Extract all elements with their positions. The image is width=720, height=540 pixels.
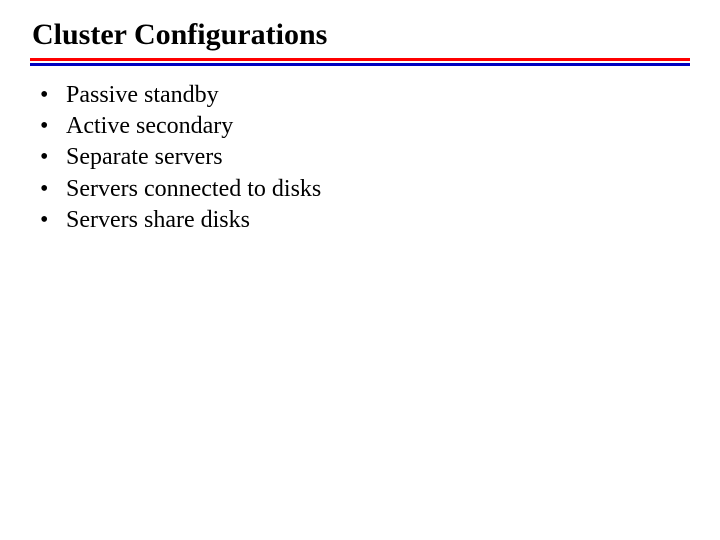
slide: Cluster Configurations • Passive standby… (0, 0, 720, 540)
bullet-text: Active secondary (66, 111, 690, 142)
bullet-text: Separate servers (66, 142, 690, 173)
bullet-marker-icon: • (36, 142, 66, 173)
list-item: • Separate servers (36, 142, 690, 173)
bullet-text: Passive standby (66, 80, 690, 111)
bullet-list: • Passive standby • Active secondary • S… (36, 80, 690, 236)
list-item: • Servers share disks (36, 205, 690, 236)
bullet-marker-icon: • (36, 205, 66, 236)
bullet-marker-icon: • (36, 111, 66, 142)
underline-blue-stripe (30, 63, 690, 66)
bullet-text: Servers share disks (66, 205, 690, 236)
list-item: • Active secondary (36, 111, 690, 142)
list-item: • Passive standby (36, 80, 690, 111)
list-item: • Servers connected to disks (36, 174, 690, 205)
bullet-marker-icon: • (36, 80, 66, 111)
title-underline (30, 58, 690, 66)
slide-title: Cluster Configurations (32, 18, 690, 52)
bullet-marker-icon: • (36, 174, 66, 205)
bullet-text: Servers connected to disks (66, 174, 690, 205)
